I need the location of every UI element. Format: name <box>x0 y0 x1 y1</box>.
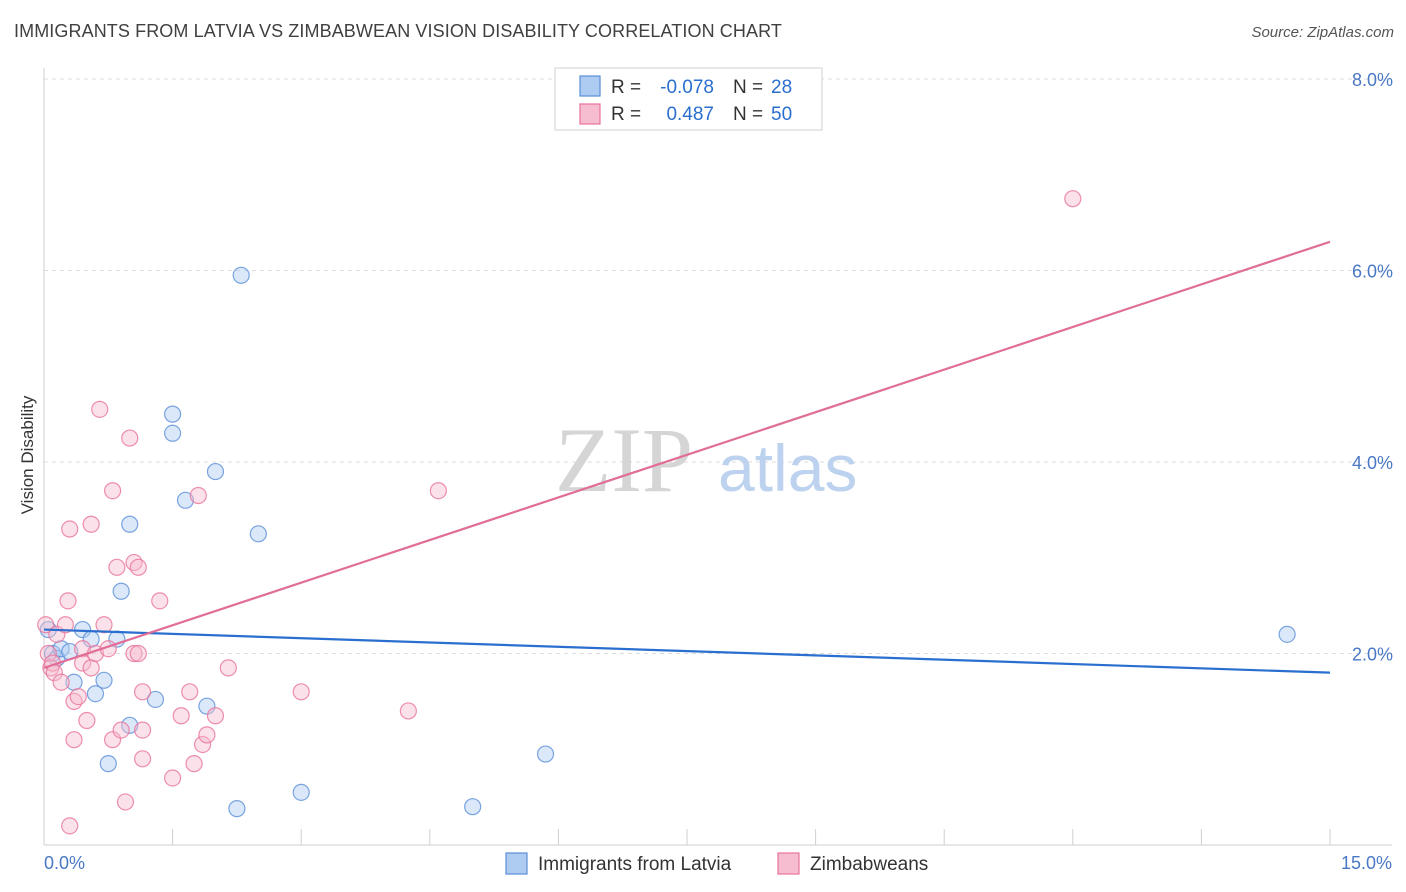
y-tick-label: 6.0% <box>1352 262 1393 282</box>
latvia-point <box>198 697 216 715</box>
zimbabweans-point <box>133 721 152 739</box>
latvia-point <box>176 491 195 509</box>
latvia-point <box>146 690 165 709</box>
zimbabweans-point <box>39 644 57 663</box>
zimbabweans-point <box>52 673 70 691</box>
zimbabweans-point <box>164 769 182 787</box>
legend-swatch-pink <box>579 103 601 125</box>
latvia-point <box>112 582 130 600</box>
x-tick-marks <box>43 829 1331 845</box>
zimbabweans-point <box>112 721 130 739</box>
zimbabweans-point <box>121 429 139 447</box>
latvia-point <box>99 755 117 773</box>
latvia-point <box>249 525 267 543</box>
zimbabweans-point <box>125 644 143 663</box>
bottom-legend-swatch-zimbabweans <box>777 852 800 875</box>
zimbabweans-point <box>181 683 199 701</box>
legend-n-value-2: 50 <box>771 104 792 125</box>
zimbabweans-point <box>198 726 216 744</box>
latvia-point <box>228 800 246 818</box>
zimbabweans-point <box>185 755 203 773</box>
zimbabweans-point <box>133 683 152 701</box>
zimbabweans-point <box>69 687 87 706</box>
zimbabweans-point <box>194 735 212 754</box>
zimbabweans-point <box>95 616 113 634</box>
trend-lines <box>43 240 1331 674</box>
legend-swatch-blue <box>579 75 601 97</box>
chart-title: IMMIGRANTS FROM LATVIA VS ZIMBABWEAN VIS… <box>14 21 782 41</box>
legend-n-label-2: N = <box>733 104 763 125</box>
latvia-point <box>232 266 250 284</box>
zimbabweans-point <box>399 702 417 720</box>
latvia-point <box>1278 625 1296 643</box>
legend-r-label-1: R = <box>611 77 641 98</box>
y-tick-label: 8.0% <box>1352 70 1393 90</box>
latvia-point <box>121 515 139 533</box>
trend-line-zimbabweans <box>43 240 1331 669</box>
zimbabweans-point <box>61 817 79 835</box>
zimbabweans-point <box>206 707 225 725</box>
legend-n-label-1: N = <box>733 77 763 98</box>
latvia-point <box>86 685 105 703</box>
x-tick-label-max: 15.0% <box>1341 853 1392 873</box>
latvia-point <box>292 783 310 801</box>
bottom-legend-label-latvia: Immigrants from Latvia <box>538 854 732 875</box>
zimbabweans-point <box>56 616 75 634</box>
bottom-legend-swatch-latvia <box>505 852 528 875</box>
zimbabweans-point <box>189 486 207 505</box>
series-legend: Immigrants from Latvia Zimbabweans <box>505 852 928 875</box>
x-tick-label-min: 0.0% <box>44 853 85 873</box>
latvia-point <box>164 405 182 423</box>
zimbabweans-point <box>65 731 83 749</box>
legend-r-value-1: -0.078 <box>660 77 714 98</box>
zimbabweans-point <box>116 793 135 811</box>
zimbabweans-point <box>429 482 447 500</box>
zimbabweans-point <box>129 558 147 576</box>
zimbabweans-point <box>292 683 310 701</box>
zimbabweans-point <box>172 707 190 725</box>
zimbabweans-point <box>59 592 77 610</box>
zimbabweans-point <box>108 558 126 576</box>
zimbabweans-point <box>133 750 152 768</box>
zimbabweans-point <box>78 711 96 730</box>
bottom-legend-label-zimbabweans: Zimbabweans <box>810 854 928 875</box>
legend-r-value-2: 0.487 <box>666 104 714 125</box>
zimbabweans-point <box>129 644 147 663</box>
zimbabweans-point <box>82 659 100 677</box>
watermark-atlas: atlas <box>718 431 857 505</box>
zimbabweans-point <box>151 592 169 610</box>
series-latvia-points <box>39 266 1296 818</box>
zimbabweans-point <box>82 515 100 533</box>
zimbabweans-point <box>219 659 237 677</box>
source-credit: Source: ZipAtlas.com <box>1251 24 1394 41</box>
trend-line-latvia <box>43 628 1331 674</box>
y-tick-label: 2.0% <box>1352 645 1393 665</box>
latvia-point <box>95 671 113 689</box>
gridlines <box>44 78 1392 654</box>
legend-n-value-1: 28 <box>771 77 792 98</box>
latvia-point <box>206 462 225 481</box>
zimbabweans-point <box>103 482 122 500</box>
zimbabweans-point <box>61 520 79 538</box>
zimbabweans-point <box>1064 190 1082 208</box>
y-tick-label: 4.0% <box>1352 453 1393 473</box>
zimbabweans-point <box>103 731 122 749</box>
latvia-point <box>536 745 555 763</box>
stats-legend: R = -0.078 N = 28 R = 0.487 N = 50 <box>554 67 823 131</box>
y-axis-title: Vision Disability <box>18 395 37 514</box>
zimbabweans-point <box>91 400 109 418</box>
legend-r-label-2: R = <box>611 104 641 125</box>
series-zimbabweans-points <box>37 190 1082 835</box>
latvia-point <box>464 798 482 816</box>
latvia-point <box>164 424 182 442</box>
y-tick-labels: 2.0% 4.0% 6.0% 8.0% <box>1352 70 1393 665</box>
latvia-point <box>121 716 139 734</box>
